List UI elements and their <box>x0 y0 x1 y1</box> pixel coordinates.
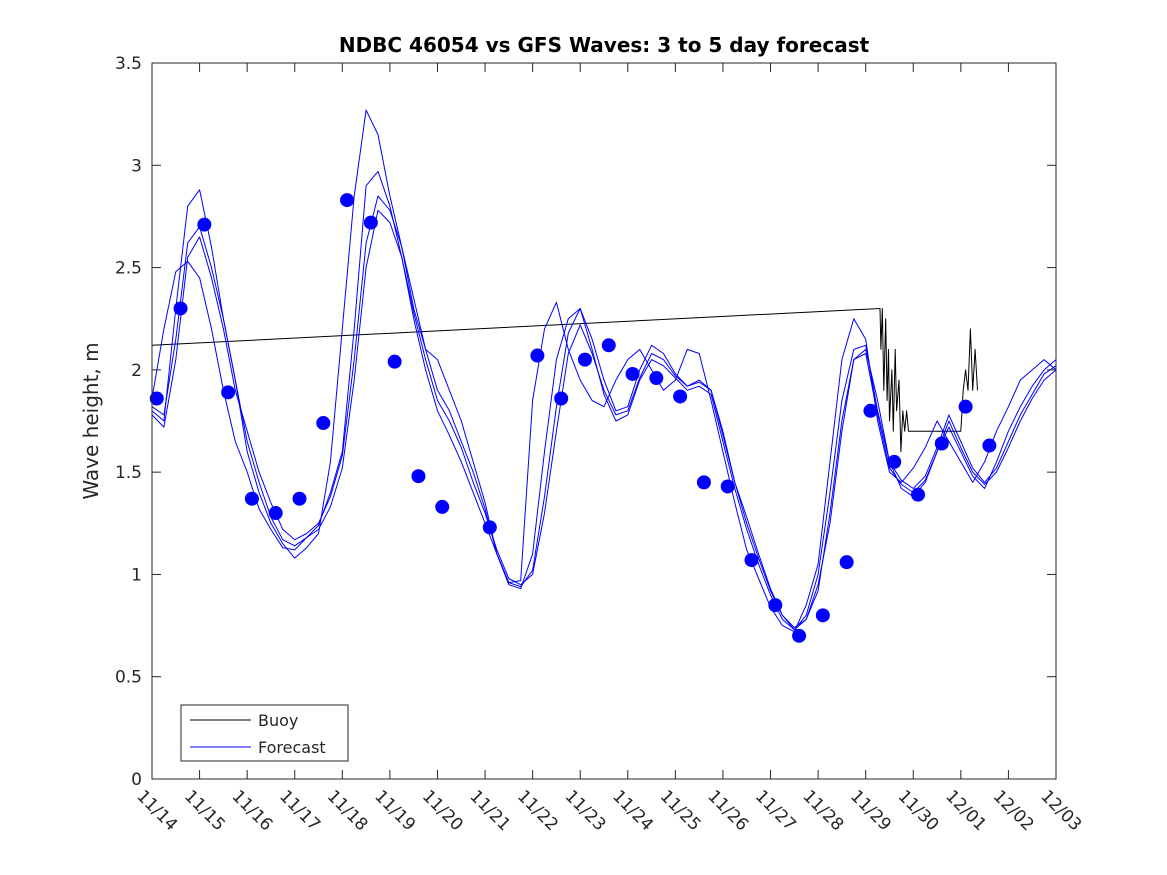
forecast-marker <box>411 469 426 484</box>
series-layer <box>151 109 1057 633</box>
forecast-marker <box>577 352 592 367</box>
y-tick-label: 0 <box>131 770 142 790</box>
y-tick-label: 2 <box>131 361 142 381</box>
y-tick-label: 2.5 <box>115 259 142 279</box>
plot-frame <box>151 62 1057 780</box>
forecast-marker <box>625 366 640 381</box>
forecast-marker <box>982 438 997 453</box>
buoy-line <box>151 308 978 453</box>
forecast-marker <box>911 487 926 502</box>
forecast-marker <box>149 391 164 406</box>
forecast-marker <box>221 385 236 400</box>
forecast-marker <box>863 403 878 418</box>
legend: Buoy Forecast <box>180 704 349 762</box>
forecast-marker <box>554 391 569 406</box>
forecast-marker <box>649 371 664 386</box>
forecast-marker <box>744 553 759 568</box>
y-tick-label: 3 <box>131 156 142 176</box>
forecast-marker <box>173 301 188 316</box>
forecast-marker <box>244 491 259 506</box>
forecast-marker <box>340 193 355 208</box>
forecast-marker <box>363 215 378 230</box>
chart-title: NDBC 46054 vs GFS Waves: 3 to 5 day fore… <box>339 33 870 57</box>
forecast-line-4 <box>151 209 1057 629</box>
forecast-marker <box>696 475 711 490</box>
forecast-marker <box>387 354 402 369</box>
forecast-marker <box>601 338 616 353</box>
y-tick-label: 3.5 <box>115 54 142 74</box>
forecast-line-1 <box>151 170 1057 633</box>
forecast-marker <box>482 520 497 535</box>
forecast-line-3 <box>151 195 1057 631</box>
forecast-marker <box>887 454 902 469</box>
forecast-marker <box>435 499 450 514</box>
y-tick-label: 0.5 <box>115 668 142 688</box>
legend-label-buoy: Buoy <box>258 711 298 730</box>
y-tick-label: 1.5 <box>115 463 142 483</box>
forecast-marker <box>720 479 735 494</box>
plot-area <box>152 63 1056 779</box>
forecast-marker <box>316 416 331 431</box>
forecast-marker <box>673 389 688 404</box>
forecast-line-2 <box>151 109 1057 631</box>
legend-box <box>180 704 349 762</box>
forecast-marker <box>530 348 545 363</box>
forecast-marker <box>197 217 212 232</box>
forecast-marker <box>934 436 949 451</box>
y-tick-label: 1 <box>131 565 142 585</box>
forecast-marker <box>292 491 307 506</box>
forecast-marker <box>839 555 854 570</box>
forecast-marker <box>792 628 807 643</box>
legend-label-forecast: Forecast <box>258 738 326 757</box>
forecast-marker <box>958 399 973 414</box>
forecast-marker <box>268 506 283 521</box>
forecast-marker <box>815 608 830 623</box>
y-axis-label: Wave height, m <box>79 342 103 499</box>
marker-layer <box>149 193 997 643</box>
forecast-marker <box>768 598 783 613</box>
